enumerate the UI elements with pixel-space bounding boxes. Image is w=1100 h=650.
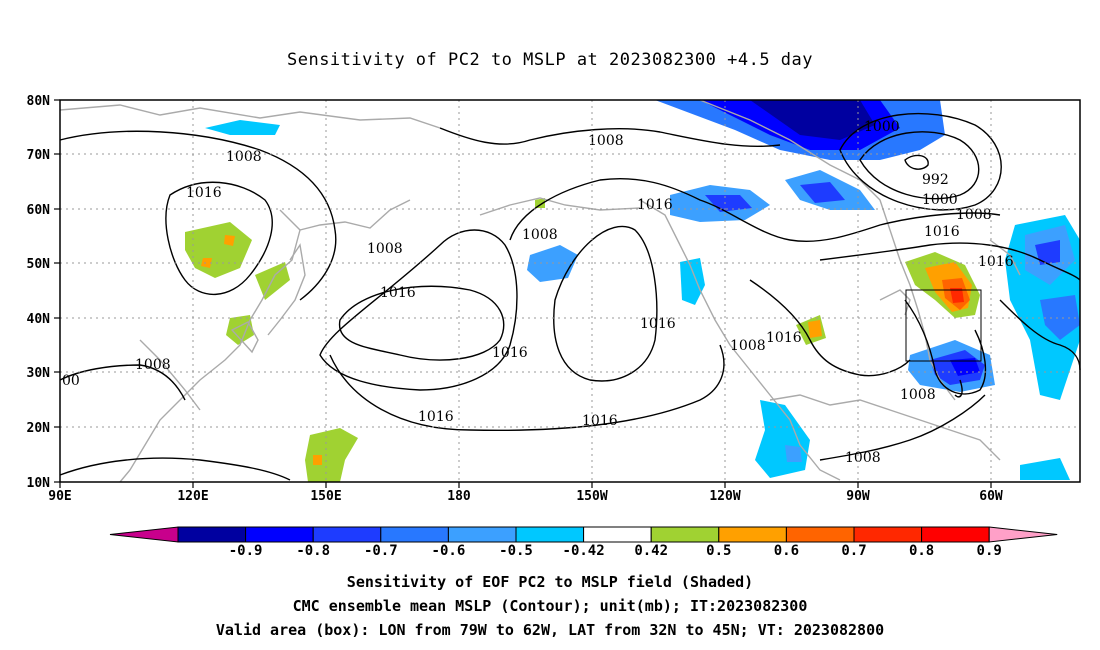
negative-region-pacific-nw [680,258,705,305]
colorbar-bin [853,526,923,543]
contour-label: 1000 [922,192,958,208]
lat-label: 20N [27,421,51,436]
contour-label: 1008 [522,227,558,243]
negative-region-west-arctic [205,120,280,135]
colorbar-label: -0.8 [296,543,331,559]
contour-label: 1016 [637,197,673,213]
contour-label: 1008 [367,241,403,257]
colorbar-label: 0.8 [908,543,935,559]
colorbar-arrow-low [109,526,179,543]
caption-line-1: Sensitivity of EOF PC2 to MSLP field (Sh… [346,573,754,591]
colorbar-label: 0.6 [773,543,800,559]
positive-region-mongolia [185,222,252,278]
colorbar-bin [515,526,585,543]
colorbar-label: -0.7 [363,543,398,559]
colorbar-bin [177,526,247,543]
lon-label: 90W [846,489,870,504]
contour-label: 1016 [766,330,802,346]
caption-line-2: CMC ensemble mean MSLP (Contour); unit(m… [292,597,808,615]
contour-label: 1008 [845,450,881,466]
lon-label: 120W [709,489,740,504]
lon-label: 120E [177,489,208,504]
colorbar-bin [921,526,990,543]
colorbar-bin [312,526,382,543]
colorbar [109,526,1058,543]
colorbar-label: -0.42 [562,543,605,559]
mslp-contours [59,112,1081,481]
colorbar-label: 0.7 [841,543,867,559]
contour-label: 1008 [135,357,171,373]
colorbar-bin [447,526,517,543]
colorbar-bin [718,526,787,543]
lat-label: 60N [27,203,51,218]
colorbar-bin [650,526,720,543]
lon-label: 150W [576,489,607,504]
lat-label: 30N [27,366,51,381]
colorbar-bin [785,526,855,543]
map-title: Sensitivity of PC2 to MSLP at 2023082300… [286,50,813,70]
contour-label: 1008 [588,133,624,149]
contour-label: 1000 [864,119,900,135]
colorbar-arrow-high [988,526,1058,543]
contour-label: 1016 [418,409,454,425]
contour-label: 1016 [924,224,960,240]
colorbar-label: 0.42 [634,543,669,559]
contour-label: 1008 [226,149,262,165]
coastlines [59,99,1021,483]
contour-label: 00 [62,373,80,389]
contour-label: 1016 [492,345,528,361]
colorbar-label: 0.5 [706,543,732,559]
colorbar-bin [245,526,314,543]
lat-label: 10N [27,476,51,491]
colorbar-label: -0.6 [431,543,466,559]
colorbar-label: 0.9 [976,543,1002,559]
contour-label: 1008 [900,387,936,403]
sensitivity-shading [185,100,1080,482]
lat-label: 80N [27,94,51,109]
contour-label: 1016 [640,316,676,332]
contour-label: 1016 [186,185,222,201]
contour-label: 1016 [380,285,416,301]
colorbar-bin [380,526,449,543]
colorbar-label: -0.9 [228,543,263,559]
positive-region-west-pacific [305,428,358,482]
map-frame [59,99,1081,483]
lon-label: 90E [48,489,71,504]
colorbar-bin [583,526,652,543]
valid-area-box [905,289,982,362]
lat-label: 40N [27,312,51,327]
colorbar-label: -0.5 [499,543,533,559]
contour-label: 1016 [978,254,1014,270]
lon-label: 150E [310,489,341,504]
lat-lon-grid [60,100,1080,482]
lon-label: 60W [979,489,1003,504]
contour-label: 1008 [730,338,766,354]
contour-label: 992 [922,172,949,188]
contour-label: 1016 [582,413,618,429]
contour-label: 1008 [956,207,992,223]
lat-label: 50N [27,257,51,272]
caption-line-3: Valid area (box): LON from 79W to 62W, L… [215,621,885,639]
lon-label: 180 [447,489,471,504]
lat-label: 70N [27,148,51,163]
